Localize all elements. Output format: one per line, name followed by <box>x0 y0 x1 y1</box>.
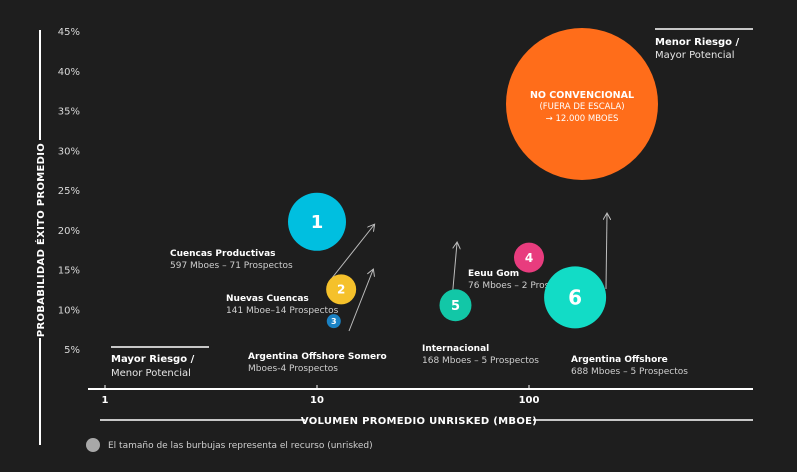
bubble-label-detail: 597 Mboes – 71 Prospectos <box>170 261 293 271</box>
legend-size-icon <box>86 438 100 452</box>
bubble-label-detail: 168 Mboes – 5 Prospectos <box>422 356 539 366</box>
bubble-1 <box>288 192 346 251</box>
unconventional-note: (FUERA DE ESCALA) <box>539 102 624 112</box>
y-axis-title: PROBABILIDAD ÉXITO PROMEDIO <box>34 143 47 337</box>
x-axis-title: VOLUMEN PROMEDIO UNRISKED (MBOE) <box>301 416 537 427</box>
bubble-label-name: Argentina Offshore <box>571 355 668 365</box>
trend-arrow <box>348 270 373 332</box>
bubble-6 <box>544 266 607 329</box>
corner-top-right-subtitle: Mayor Potencial <box>655 50 734 61</box>
y-tick-label: 40% <box>58 67 80 78</box>
bubble-label-name: Nuevas Cuencas <box>226 294 309 304</box>
y-tick-label: 20% <box>58 226 80 237</box>
unconventional-bubble <box>506 28 658 180</box>
bubble-number: 6 <box>568 285 582 309</box>
y-tick-label: 10% <box>58 305 80 316</box>
bubble-label-detail: 76 Mboes – 2 Prospectos <box>468 281 580 291</box>
x-tick-label: 1 <box>102 395 109 406</box>
bubble-label-name: Eeuu Gom <box>468 269 519 279</box>
bubble-number: 4 <box>525 251 533 265</box>
bubble-label-detail: 141 Mboe–14 Prospectos <box>226 306 339 316</box>
x-tick-label: 10 <box>310 395 324 406</box>
legend-note: El tamaño de las burbujas representa el … <box>108 441 373 451</box>
y-tick-label: 45% <box>58 27 80 38</box>
bubble-2 <box>326 274 357 305</box>
bubble-number: 1 <box>311 212 324 233</box>
bubble-5 <box>439 289 472 322</box>
x-tick-label: 100 <box>519 395 540 406</box>
y-tick-label: 35% <box>58 107 80 118</box>
bubble-label-name: Internacional <box>422 344 489 354</box>
bubble-4 <box>514 242 544 273</box>
unconventional-volume: → 12.000 MBOES <box>546 114 619 124</box>
y-tick-label: 25% <box>58 186 80 197</box>
bubble-number: 2 <box>337 283 345 297</box>
trend-arrow <box>606 214 607 290</box>
bubble-number: 3 <box>331 317 337 326</box>
y-tick-label: 5% <box>64 345 80 356</box>
unconventional-title: NO CONVENCIONAL <box>530 90 634 101</box>
y-tick-label: 30% <box>58 146 80 157</box>
bubble-label-name: Cuencas Productivas <box>170 249 276 259</box>
corner-bottom-left-title: Mayor Riesgo / <box>111 354 195 365</box>
corner-bottom-left-subtitle: Menor Potencial <box>111 368 191 379</box>
bubble-number: 5 <box>451 299 460 314</box>
corner-top-right-title: Menor Riesgo / <box>655 37 740 48</box>
bubble-label-detail: Mboes-4 Prospectos <box>248 364 338 374</box>
bubble-label-detail: 688 Mboes – 5 Prospectos <box>571 367 688 377</box>
trend-arrow <box>331 225 374 279</box>
y-tick-label: 15% <box>58 266 80 277</box>
bubble-3 <box>326 314 341 329</box>
bubble-label-name: Argentina Offshore Somero <box>248 352 387 362</box>
